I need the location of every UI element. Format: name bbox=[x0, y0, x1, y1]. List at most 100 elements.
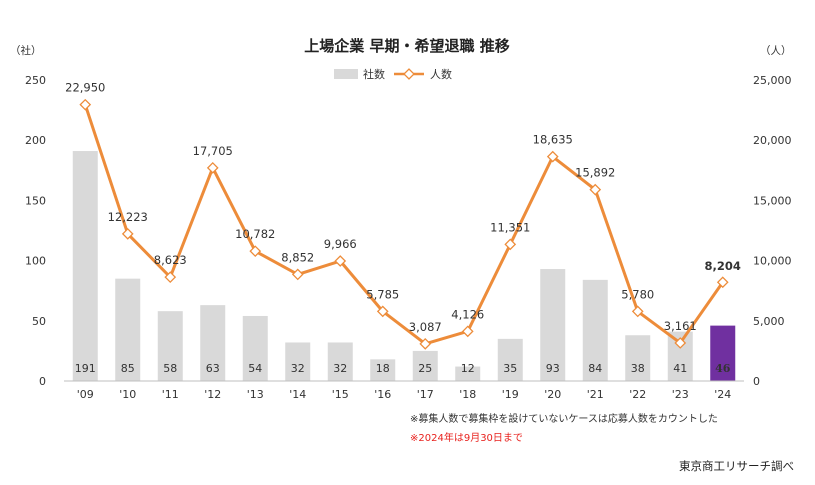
bar-value-label: 85 bbox=[121, 362, 135, 375]
x-axis-tick-label: '14 bbox=[289, 388, 306, 401]
line-marker bbox=[164, 271, 177, 284]
bar bbox=[157, 311, 183, 381]
line-value-label: 8,852 bbox=[281, 250, 314, 264]
line-value-label: 10,782 bbox=[235, 227, 275, 241]
bar bbox=[285, 342, 311, 381]
x-axis-tick-label: '12 bbox=[204, 388, 221, 401]
line-value-label: 11,351 bbox=[490, 220, 530, 234]
line-value-label: 9,966 bbox=[324, 237, 357, 251]
legend-bar-label: 社数 bbox=[363, 67, 385, 81]
right-axis-tick-label: 15,000 bbox=[753, 194, 792, 207]
line-value-label: 8,204 bbox=[705, 259, 741, 273]
bar bbox=[115, 278, 141, 381]
right-axis-unit: （人） bbox=[760, 45, 792, 57]
x-axis-tick-label: '09 bbox=[77, 388, 94, 401]
bar bbox=[412, 350, 438, 381]
bar-value-label: 58 bbox=[163, 362, 177, 375]
right-axis-tick-label: 0 bbox=[753, 375, 760, 388]
chart-title: 上場企業 早期・希望退職 推移 bbox=[304, 37, 509, 55]
line-value-label: 5,785 bbox=[366, 287, 399, 301]
x-axis-tick-label: '13 bbox=[247, 388, 264, 401]
bar bbox=[625, 335, 651, 381]
legend-line-label: 人数 bbox=[430, 68, 452, 81]
line-marker bbox=[291, 268, 304, 281]
x-axis-tick-label: '19 bbox=[502, 388, 519, 401]
bar-value-label: 46 bbox=[715, 362, 731, 375]
right-axis: 0 5,000 10,000 15,000 20,000 25,000 bbox=[753, 74, 792, 388]
legend: 社数 人数 bbox=[334, 67, 452, 81]
bar-value-label: 12 bbox=[461, 362, 475, 375]
line-value-label: 15,892 bbox=[575, 166, 615, 180]
bar-value-label: 32 bbox=[333, 362, 347, 375]
legend-line-marker bbox=[403, 68, 415, 80]
line-value-label: 5,780 bbox=[621, 287, 654, 301]
left-axis: 0 50 100 150 200 250 bbox=[25, 74, 46, 388]
bar bbox=[497, 338, 523, 381]
note-1: ※募集人数で募集枠を設けていないケースは応募人数をカウントした bbox=[410, 412, 718, 425]
line-value-label: 18,635 bbox=[533, 133, 573, 147]
line-marker bbox=[504, 238, 517, 251]
x-axis-tick-label: '22 bbox=[629, 388, 646, 401]
x-axis-tick-label: '18 bbox=[459, 388, 476, 401]
left-axis-unit: （社） bbox=[10, 44, 42, 57]
right-axis-tick-label: 5,000 bbox=[753, 315, 785, 328]
line-marker bbox=[546, 150, 559, 163]
x-axis-tick-label: '16 bbox=[374, 388, 391, 401]
line-value-label: 4,126 bbox=[451, 307, 484, 321]
bar-value-label: 35 bbox=[503, 362, 517, 375]
x-axis-tick-label: '15 bbox=[332, 388, 349, 401]
legend-bar-swatch bbox=[334, 69, 358, 79]
line-marker bbox=[206, 161, 219, 174]
line-marker bbox=[419, 337, 432, 350]
line-value-label: 22,950 bbox=[65, 81, 105, 95]
x-axis-tick-label: '21 bbox=[587, 388, 604, 401]
line-value-label: 3,087 bbox=[409, 320, 442, 334]
left-axis-tick-label: 0 bbox=[39, 375, 46, 388]
bar bbox=[455, 366, 481, 381]
bar-value-labels: 191 85 58 63 54 32 32 18 25 12 35 93 84 38 41 46 bbox=[75, 362, 731, 375]
bar bbox=[200, 305, 226, 381]
note-2: ※2024年は9月30日まで bbox=[410, 431, 523, 444]
line-marker bbox=[121, 227, 134, 240]
bar bbox=[242, 315, 268, 381]
bar bbox=[540, 269, 566, 381]
left-axis-tick-label: 50 bbox=[32, 315, 46, 328]
line-marker bbox=[334, 255, 347, 267]
line-marker bbox=[79, 98, 92, 111]
source-credit: 東京商工リサーチ調べ bbox=[679, 459, 794, 473]
left-axis-tick-label: 150 bbox=[25, 194, 46, 207]
line-value-label: 17,705 bbox=[193, 144, 233, 158]
bar-value-label: 191 bbox=[75, 362, 96, 375]
line-value-label: 3,161 bbox=[664, 319, 697, 333]
bar-value-label: 63 bbox=[206, 362, 220, 375]
bar-value-label: 93 bbox=[546, 362, 560, 375]
right-axis-tick-label: 25,000 bbox=[753, 74, 792, 87]
left-axis-tick-label: 200 bbox=[25, 134, 46, 147]
line-marker bbox=[631, 305, 644, 318]
bar-value-label: 54 bbox=[248, 362, 262, 375]
x-axis-tick-label: '11 bbox=[162, 388, 179, 401]
left-axis-tick-label: 100 bbox=[25, 255, 46, 268]
x-axis-tick-label: '20 bbox=[544, 388, 561, 401]
line-markers bbox=[79, 98, 729, 350]
line-value-label: 8,623 bbox=[154, 253, 187, 267]
bar bbox=[72, 151, 98, 381]
x-axis-tick-label: '10 bbox=[119, 388, 136, 401]
bar bbox=[582, 279, 608, 381]
bar-value-label: 25 bbox=[418, 362, 432, 375]
bar-value-label: 41 bbox=[673, 362, 687, 375]
line-value-labels: 22,950 12,223 8,623 17,705 10,782 8,852 9,966 5… bbox=[65, 81, 741, 334]
line-marker bbox=[674, 337, 687, 349]
line-marker bbox=[376, 305, 389, 318]
bar-value-label: 18 bbox=[376, 362, 390, 375]
bar-value-label: 84 bbox=[588, 362, 602, 375]
bar bbox=[370, 359, 396, 381]
line-value-label: 12,223 bbox=[108, 210, 148, 224]
line-marker bbox=[461, 325, 474, 338]
right-axis-tick-label: 10,000 bbox=[753, 255, 792, 268]
bar-value-label: 38 bbox=[631, 362, 645, 375]
line-marker bbox=[716, 276, 729, 289]
left-axis-tick-label: 250 bbox=[25, 74, 46, 87]
x-axis-tick-label: '23 bbox=[672, 388, 689, 401]
